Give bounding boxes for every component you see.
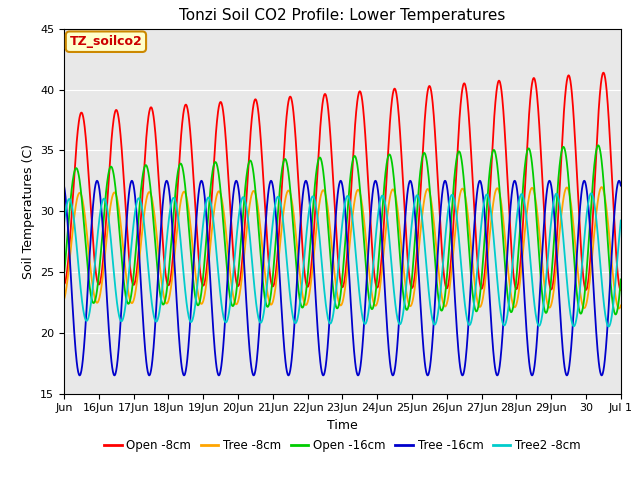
Tree -8cm xyxy=(317,193,324,199)
Tree2 -8cm xyxy=(282,251,290,257)
Tree -8cm xyxy=(60,297,68,302)
Open -8cm xyxy=(74,124,82,130)
Tree2 -8cm xyxy=(435,307,442,312)
Tree2 -8cm xyxy=(617,217,625,223)
Open -16cm xyxy=(595,143,602,148)
Title: Tonzi Soil CO2 Profile: Lower Temperatures: Tonzi Soil CO2 Profile: Lower Temperatur… xyxy=(179,9,506,24)
Tree -8cm xyxy=(406,303,413,309)
Line: Open -8cm: Open -8cm xyxy=(64,72,621,290)
Line: Tree -8cm: Tree -8cm xyxy=(64,187,621,309)
X-axis label: Time: Time xyxy=(327,419,358,432)
Open -16cm xyxy=(612,312,620,317)
Tree -16cm xyxy=(74,369,82,374)
Tree2 -8cm xyxy=(356,301,364,307)
Tree -8cm xyxy=(615,306,623,312)
Text: TZ_soilco2: TZ_soilco2 xyxy=(70,35,142,48)
Tree -8cm xyxy=(282,192,290,198)
Tree -16cm xyxy=(406,178,414,184)
Open -16cm xyxy=(617,276,625,282)
Open -16cm xyxy=(356,193,364,199)
Tree -8cm xyxy=(435,266,442,272)
Line: Tree -16cm: Tree -16cm xyxy=(64,181,621,375)
Open -8cm xyxy=(600,70,607,75)
Tree2 -8cm xyxy=(317,247,324,253)
Legend: Open -8cm, Tree -8cm, Open -16cm, Tree -16cm, Tree2 -8cm: Open -8cm, Tree -8cm, Open -16cm, Tree -… xyxy=(99,434,586,457)
Open -16cm xyxy=(406,296,413,301)
Tree -8cm xyxy=(598,184,605,190)
Tree2 -8cm xyxy=(588,191,595,196)
Line: Tree2 -8cm: Tree2 -8cm xyxy=(64,193,621,326)
Tree -8cm xyxy=(356,192,364,198)
Open -16cm xyxy=(74,169,82,175)
Open -8cm xyxy=(356,89,364,95)
Tree2 -8cm xyxy=(60,221,68,227)
Tree -16cm xyxy=(283,369,291,374)
Open -8cm xyxy=(435,191,442,196)
Open -16cm xyxy=(435,296,442,301)
Tree -8cm xyxy=(74,192,82,198)
Tree -16cm xyxy=(60,183,68,189)
Tree -16cm xyxy=(93,178,101,184)
Open -16cm xyxy=(60,272,68,278)
Tree -16cm xyxy=(357,357,365,362)
Open -8cm xyxy=(60,281,68,287)
Open -16cm xyxy=(282,158,290,164)
Open -8cm xyxy=(282,118,290,123)
Tree -16cm xyxy=(435,228,443,233)
Tree -16cm xyxy=(317,367,325,372)
Tree -16cm xyxy=(76,372,83,378)
Tree2 -8cm xyxy=(605,324,612,329)
Tree -8cm xyxy=(617,302,625,308)
Tree -16cm xyxy=(617,183,625,189)
Open -16cm xyxy=(317,156,324,161)
Open -8cm xyxy=(617,288,625,293)
Tree2 -8cm xyxy=(406,242,413,248)
Open -8cm xyxy=(406,277,413,283)
Tree2 -8cm xyxy=(74,259,82,265)
Y-axis label: Soil Temperatures (C): Soil Temperatures (C) xyxy=(22,144,35,279)
Open -8cm xyxy=(317,120,324,125)
Line: Open -16cm: Open -16cm xyxy=(64,145,621,314)
